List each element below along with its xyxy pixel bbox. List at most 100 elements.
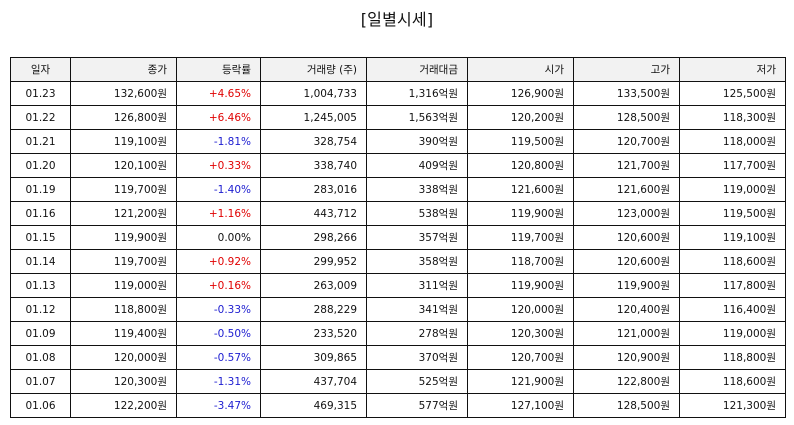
cell-date: 01.22 xyxy=(10,105,71,130)
cell-high: 128,500원 xyxy=(573,393,680,418)
cell-date: 01.14 xyxy=(10,249,71,274)
cell-volume: 309,865 xyxy=(260,345,367,370)
cell-close: 119,400원 xyxy=(70,321,177,346)
cell-open: 120,300원 xyxy=(467,321,574,346)
cell-date: 01.07 xyxy=(10,369,71,394)
cell-open: 118,700원 xyxy=(467,249,574,274)
cell-change: -1.31% xyxy=(176,369,261,394)
cell-change: +0.33% xyxy=(176,153,261,178)
cell-open: 120,800원 xyxy=(467,153,574,178)
cell-close: 119,100원 xyxy=(70,129,177,154)
cell-high: 121,600원 xyxy=(573,177,680,202)
cell-high: 119,900원 xyxy=(573,273,680,298)
table-row: 01.14 119,700원 +0.92% 299,952 358억원 118,700원 1… xyxy=(10,249,786,274)
cell-volume: 437,704 xyxy=(260,369,367,394)
table-body: 01.23 132,600원 +4.65% 1,004,733 1,316억원 126,9… xyxy=(10,81,786,418)
cell-close: 120,100원 xyxy=(70,153,177,178)
cell-volume: 263,009 xyxy=(260,273,367,298)
cell-value: 370억원 xyxy=(366,345,468,370)
cell-value: 311억원 xyxy=(366,273,468,298)
cell-low: 119,500원 xyxy=(679,201,786,226)
cell-value: 341억원 xyxy=(366,297,468,322)
cell-date: 01.19 xyxy=(10,177,71,202)
table-row: 01.23 132,600원 +4.65% 1,004,733 1,316억원 126,9… xyxy=(10,81,786,106)
cell-low: 118,300원 xyxy=(679,105,786,130)
table-row: 01.08 120,000원 -0.57% 309,865 370억원 120,700원 1… xyxy=(10,345,786,370)
cell-change: +1.16% xyxy=(176,201,261,226)
cell-high: 120,600원 xyxy=(573,225,680,250)
cell-low: 117,800원 xyxy=(679,273,786,298)
cell-open: 119,700원 xyxy=(467,225,574,250)
table-row: 01.12 118,800원 -0.33% 288,229 341억원 120,000원 1… xyxy=(10,297,786,322)
cell-high: 120,700원 xyxy=(573,129,680,154)
cell-low: 118,600원 xyxy=(679,249,786,274)
cell-date: 01.20 xyxy=(10,153,71,178)
cell-value: 390억원 xyxy=(366,129,468,154)
cell-change: -0.50% xyxy=(176,321,261,346)
cell-date: 01.13 xyxy=(10,273,71,298)
cell-volume: 288,229 xyxy=(260,297,367,322)
cell-change: -1.40% xyxy=(176,177,261,202)
cell-low: 121,300원 xyxy=(679,393,786,418)
table-row: 01.16 121,200원 +1.16% 443,712 538억원 119,900원 1… xyxy=(10,201,786,226)
cell-value: 409억원 xyxy=(366,153,468,178)
cell-low: 116,400원 xyxy=(679,297,786,322)
cell-open: 127,100원 xyxy=(467,393,574,418)
cell-change: +6.46% xyxy=(176,105,261,130)
cell-close: 120,300원 xyxy=(70,369,177,394)
cell-high: 120,900원 xyxy=(573,345,680,370)
table-header-row: 일자 종가 등락률 거래량 (주) 거래대금 시가 고가 저가 xyxy=(10,57,786,82)
cell-high: 121,700원 xyxy=(573,153,680,178)
cell-change: -0.33% xyxy=(176,297,261,322)
cell-low: 118,600원 xyxy=(679,369,786,394)
cell-date: 01.08 xyxy=(10,345,71,370)
cell-volume: 338,740 xyxy=(260,153,367,178)
table-row: 01.07 120,300원 -1.31% 437,704 525억원 121,900원 1… xyxy=(10,369,786,394)
cell-high: 128,500원 xyxy=(573,105,680,130)
cell-high: 121,000원 xyxy=(573,321,680,346)
table-row: 01.15 119,900원 0.00% 298,266 357억원 119,700원 12… xyxy=(10,225,786,250)
cell-volume: 443,712 xyxy=(260,201,367,226)
cell-open: 119,500원 xyxy=(467,129,574,154)
cell-close: 119,700원 xyxy=(70,249,177,274)
cell-change: -0.57% xyxy=(176,345,261,370)
cell-change: -1.81% xyxy=(176,129,261,154)
cell-close: 126,800원 xyxy=(70,105,177,130)
cell-open: 119,900원 xyxy=(467,273,574,298)
cell-low: 117,700원 xyxy=(679,153,786,178)
cell-close: 132,600원 xyxy=(70,81,177,106)
cell-close: 120,000원 xyxy=(70,345,177,370)
cell-value: 357억원 xyxy=(366,225,468,250)
cell-open: 120,200원 xyxy=(467,105,574,130)
cell-volume: 233,520 xyxy=(260,321,367,346)
column-header-high: 고가 xyxy=(573,57,680,82)
cell-change: 0.00% xyxy=(176,225,261,250)
cell-value: 1,316억원 xyxy=(366,81,468,106)
cell-value: 278억원 xyxy=(366,321,468,346)
cell-open: 121,600원 xyxy=(467,177,574,202)
table-row: 01.19 119,700원 -1.40% 283,016 338억원 121,600원 1… xyxy=(10,177,786,202)
table-row: 01.06 122,200원 -3.47% 469,315 577억원 127,100원 1… xyxy=(10,393,786,418)
daily-price-table: 일자 종가 등락률 거래량 (주) 거래대금 시가 고가 저가 01.23 132… xyxy=(10,57,786,418)
cell-value: 538억원 xyxy=(366,201,468,226)
column-header-close: 종가 xyxy=(70,57,177,82)
cell-high: 133,500원 xyxy=(573,81,680,106)
cell-close: 119,900원 xyxy=(70,225,177,250)
cell-value: 358억원 xyxy=(366,249,468,274)
cell-open: 121,900원 xyxy=(467,369,574,394)
cell-value: 577억원 xyxy=(366,393,468,418)
cell-value: 1,563억원 xyxy=(366,105,468,130)
cell-close: 121,200원 xyxy=(70,201,177,226)
cell-close: 122,200원 xyxy=(70,393,177,418)
cell-date: 01.12 xyxy=(10,297,71,322)
table-row: 01.09 119,400원 -0.50% 233,520 278억원 120,300원 1… xyxy=(10,321,786,346)
cell-high: 122,800원 xyxy=(573,369,680,394)
cell-volume: 1,004,733 xyxy=(260,81,367,106)
cell-volume: 328,754 xyxy=(260,129,367,154)
cell-open: 120,000원 xyxy=(467,297,574,322)
cell-date: 01.09 xyxy=(10,321,71,346)
table-row: 01.21 119,100원 -1.81% 328,754 390억원 119,500원 1… xyxy=(10,129,786,154)
cell-close: 118,800원 xyxy=(70,297,177,322)
cell-change: +0.16% xyxy=(176,273,261,298)
cell-date: 01.23 xyxy=(10,81,71,106)
